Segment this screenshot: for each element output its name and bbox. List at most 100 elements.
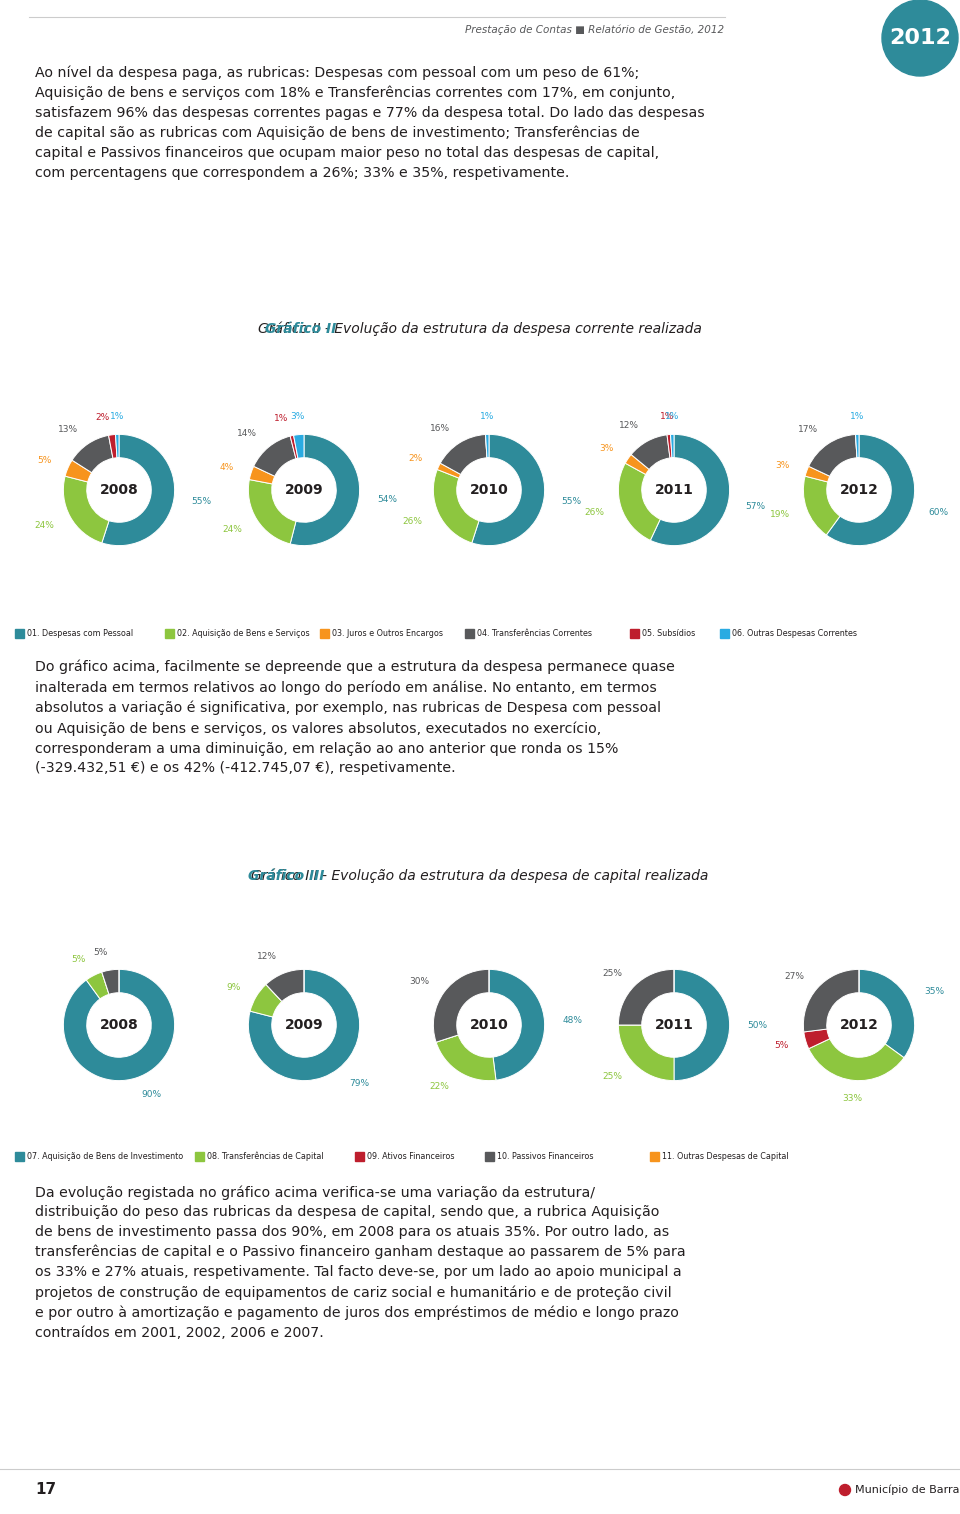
Text: 3%: 3%: [290, 412, 304, 421]
Text: 05. Subsídios: 05. Subsídios: [642, 628, 695, 637]
Text: 12%: 12%: [257, 952, 277, 961]
Wedge shape: [618, 1025, 674, 1081]
Text: Gráfico II: Gráfico II: [265, 322, 336, 336]
Wedge shape: [65, 460, 92, 481]
Text: 24%: 24%: [222, 525, 242, 534]
Text: 19%: 19%: [770, 510, 790, 519]
Text: Município de Barrancos: Município de Barrancos: [855, 1485, 960, 1496]
Text: 55%: 55%: [192, 497, 211, 506]
Text: 54%: 54%: [377, 495, 396, 504]
Wedge shape: [667, 435, 672, 459]
Wedge shape: [86, 972, 109, 999]
Text: 2%: 2%: [408, 454, 422, 463]
Text: 55%: 55%: [562, 497, 582, 506]
Wedge shape: [804, 1030, 829, 1049]
Text: 2008: 2008: [100, 1017, 138, 1033]
Text: 22%: 22%: [430, 1083, 449, 1092]
Text: 9%: 9%: [227, 983, 241, 992]
Bar: [15, 628, 24, 637]
Text: 30%: 30%: [410, 978, 429, 986]
Text: 5%: 5%: [774, 1042, 788, 1051]
Text: 06. Outras Despesas Correntes: 06. Outras Despesas Correntes: [732, 628, 857, 637]
Circle shape: [882, 0, 958, 76]
Wedge shape: [808, 1039, 904, 1081]
Text: 2010: 2010: [469, 483, 509, 497]
Wedge shape: [102, 969, 119, 995]
Wedge shape: [250, 466, 275, 484]
Bar: [320, 628, 329, 637]
Bar: [650, 1152, 659, 1161]
Text: 12%: 12%: [618, 421, 638, 430]
Text: Ao nível da despesa paga, as rubricas: Despesas com pessoal com um peso de 61%;
: Ao nível da despesa paga, as rubricas: D…: [35, 65, 705, 180]
Text: 2011: 2011: [655, 1017, 693, 1033]
Text: 5%: 5%: [71, 955, 85, 964]
Text: Gráfico III - Evolução da estrutura da despesa de capital realizada: Gráfico III - Evolução da estrutura da d…: [252, 869, 708, 883]
Text: Do gráfico acima, facilmente se depreende que a estrutura da despesa permanece q: Do gráfico acima, facilmente se depreend…: [35, 660, 675, 775]
Wedge shape: [72, 436, 113, 472]
Text: 08. Transferências de Capital: 08. Transferências de Capital: [207, 1152, 324, 1161]
Wedge shape: [290, 435, 360, 545]
Text: Da evolução registada no gráfico acima verifica-se uma variação da estrutura/
di: Da evolução registada no gráfico acima v…: [35, 1185, 685, 1340]
Text: 2009: 2009: [285, 483, 324, 497]
Wedge shape: [674, 969, 730, 1081]
Wedge shape: [108, 435, 117, 459]
Text: 03. Juros e Outros Encargos: 03. Juros e Outros Encargos: [332, 628, 443, 637]
Text: 24%: 24%: [35, 521, 55, 530]
Wedge shape: [436, 1036, 458, 1042]
Text: 04. Transferências Correntes: 04. Transferências Correntes: [477, 628, 592, 637]
Wedge shape: [618, 969, 674, 1025]
Text: 1%: 1%: [660, 412, 674, 421]
Text: 11. Outras Despesas de Capital: 11. Outras Despesas de Capital: [662, 1152, 788, 1161]
Bar: [630, 628, 639, 637]
Bar: [15, 1152, 24, 1161]
Text: 35%: 35%: [924, 987, 945, 996]
Wedge shape: [115, 435, 119, 457]
Text: 48%: 48%: [563, 1016, 583, 1025]
Text: 17%: 17%: [798, 425, 818, 435]
Bar: [355, 1152, 364, 1161]
Text: 2012: 2012: [840, 483, 878, 497]
Wedge shape: [471, 435, 544, 545]
Text: 10. Passivos Financeiros: 10. Passivos Financeiros: [497, 1152, 593, 1161]
Text: 27%: 27%: [784, 972, 804, 981]
Text: 25%: 25%: [602, 969, 622, 978]
Wedge shape: [249, 969, 360, 1081]
Wedge shape: [63, 969, 175, 1081]
Wedge shape: [855, 435, 857, 457]
Text: 02. Aquisição de Bens e Serviços: 02. Aquisição de Bens e Serviços: [177, 628, 310, 637]
Text: Prestação de Contas ■ Relatório de Gestão, 2012: Prestação de Contas ■ Relatório de Gestã…: [465, 24, 724, 35]
Text: 09. Ativos Financeiros: 09. Ativos Financeiros: [367, 1152, 454, 1161]
Wedge shape: [859, 969, 915, 1058]
Text: 2009: 2009: [285, 1017, 324, 1033]
Wedge shape: [433, 969, 489, 1042]
Wedge shape: [486, 435, 487, 457]
Text: 2008: 2008: [100, 483, 138, 497]
Wedge shape: [441, 435, 487, 474]
Wedge shape: [804, 969, 859, 1033]
Bar: [485, 1152, 494, 1161]
Wedge shape: [438, 463, 461, 478]
Bar: [195, 1152, 204, 1161]
Wedge shape: [266, 969, 304, 1001]
Text: 25%: 25%: [602, 1072, 622, 1081]
Text: 2012: 2012: [840, 1017, 878, 1033]
Text: 1%: 1%: [109, 412, 124, 421]
Wedge shape: [855, 435, 859, 457]
Wedge shape: [253, 436, 296, 477]
Text: 17: 17: [35, 1482, 56, 1497]
Text: 90%: 90%: [142, 1090, 162, 1099]
Wedge shape: [294, 435, 304, 459]
Wedge shape: [266, 984, 282, 1001]
Wedge shape: [805, 466, 829, 481]
Text: 2012: 2012: [889, 27, 951, 48]
Text: 3%: 3%: [776, 460, 790, 469]
Text: 26%: 26%: [585, 509, 604, 518]
Circle shape: [839, 1485, 851, 1496]
Wedge shape: [625, 454, 649, 474]
Text: 07. Aquisição de Bens de Investimento: 07. Aquisição de Bens de Investimento: [27, 1152, 183, 1161]
Text: 01. Despesas com Pessoal: 01. Despesas com Pessoal: [27, 628, 133, 637]
Text: 33%: 33%: [842, 1093, 862, 1102]
Text: 16%: 16%: [429, 424, 449, 433]
Text: 2%: 2%: [96, 413, 109, 422]
Wedge shape: [489, 969, 544, 1079]
